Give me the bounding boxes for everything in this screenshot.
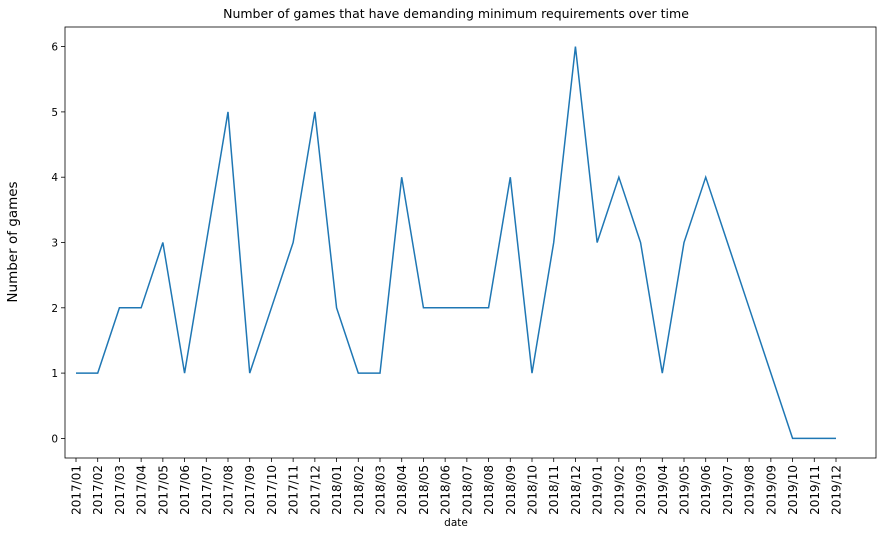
y-tick-label: 6: [51, 42, 58, 54]
x-tick-label: 2017/12: [308, 465, 322, 515]
y-axis: 0 1 2 3 4 5 6: [51, 42, 65, 445]
x-tick-label: 2019/04: [656, 465, 670, 515]
x-tick-label: 2019/10: [786, 465, 800, 515]
x-tick-label: 2018/06: [439, 465, 453, 515]
x-tick-label: 2019/05: [678, 465, 692, 515]
x-tick-label: 2017/05: [156, 465, 170, 515]
x-tick-label: 2018/02: [352, 465, 366, 515]
plot-area-frame: [64, 26, 877, 459]
x-tick-label: 2018/09: [504, 465, 518, 515]
x-tick-label: 2019/01: [591, 465, 605, 515]
x-tick-label: 2018/05: [417, 465, 431, 515]
x-tick-label: 2018/10: [526, 465, 540, 515]
y-tick-label: 1: [51, 368, 58, 380]
x-tick-label: 2019/11: [808, 465, 822, 515]
x-tick-label: 2018/01: [330, 465, 344, 515]
x-tick-label: 2019/07: [721, 465, 735, 515]
x-tick-label: 2018/08: [482, 465, 496, 515]
x-tick-label: 2018/03: [374, 465, 388, 515]
y-tick-label: 4: [51, 172, 58, 184]
x-tick-label: 2018/11: [547, 465, 561, 515]
x-tick-label: 2017/03: [113, 465, 127, 515]
x-tick-label: 2018/12: [569, 465, 583, 515]
y-tick-label: 2: [51, 303, 58, 315]
y-axis-label: Number of games: [5, 181, 21, 302]
x-tick-label: 2019/12: [830, 465, 844, 515]
y-tick-label: 0: [51, 433, 58, 445]
x-tick-label: 2017/07: [200, 465, 214, 515]
x-tick-label: 2019/08: [743, 465, 757, 515]
x-tick-label: 2017/09: [243, 465, 257, 515]
x-tick-label: 2017/02: [91, 465, 105, 515]
x-tick-label: 2017/04: [135, 465, 149, 515]
x-tick-label: 2017/10: [265, 465, 279, 515]
x-axis-label: date: [444, 517, 468, 529]
x-tick-label: 2017/11: [287, 465, 301, 515]
x-tick-label: 2018/04: [395, 465, 409, 515]
series-line: [76, 46, 836, 440]
x-tick-label: 2018/07: [460, 465, 474, 515]
x-tick-label: 2019/09: [764, 465, 778, 515]
x-tick-label: 2019/02: [612, 465, 626, 515]
x-axis: 2017/01 2017/02 2017/03 2017/04 2017/05 2017/…: [70, 458, 844, 515]
chart-title: Number of games that have demanding mini…: [223, 6, 689, 21]
y-tick-label: 5: [51, 107, 58, 119]
x-tick-label: 2017/08: [222, 465, 236, 515]
x-tick-label: 2019/06: [699, 465, 713, 515]
y-tick-label: 3: [51, 238, 58, 250]
x-tick-label: 2017/01: [70, 465, 84, 515]
x-tick-label: 2017/06: [178, 465, 192, 515]
x-tick-label: 2019/03: [634, 465, 648, 515]
